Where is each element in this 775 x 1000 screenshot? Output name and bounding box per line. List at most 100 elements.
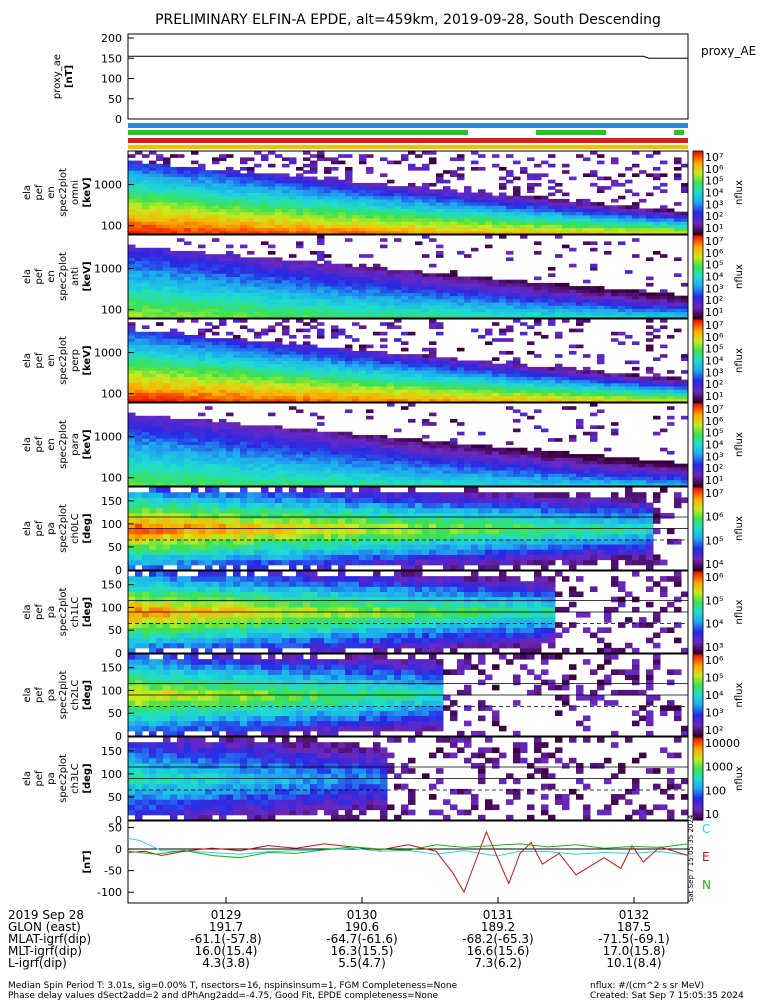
spectrogram-cell bbox=[156, 479, 164, 484]
spectrogram-cell bbox=[415, 363, 423, 368]
spectrogram-cell bbox=[156, 460, 164, 465]
spectrogram-cell bbox=[352, 476, 360, 481]
spectrogram-cell bbox=[394, 395, 402, 400]
spectrogram-cell bbox=[149, 350, 157, 355]
spectrogram-cell bbox=[261, 373, 269, 377]
spectrogram-cell bbox=[198, 208, 206, 213]
spectrogram-cell bbox=[373, 208, 381, 213]
spectrogram-cell bbox=[359, 208, 367, 213]
spectrogram-cell bbox=[198, 311, 206, 316]
spectrogram-cell bbox=[408, 302, 416, 306]
spectrogram-cell bbox=[212, 366, 220, 371]
spectrogram-cell bbox=[198, 344, 206, 349]
spectrogram-cell bbox=[268, 376, 276, 381]
spectrogram-cell bbox=[254, 311, 262, 316]
spectrogram-cell bbox=[247, 221, 255, 225]
spectrogram-cell bbox=[226, 189, 234, 193]
spectrogram-cell bbox=[219, 373, 227, 377]
spectrogram-cell bbox=[163, 218, 171, 222]
spectrogram-cell bbox=[240, 482, 248, 487]
spectrogram-cell bbox=[359, 195, 367, 200]
spectrogram-cell bbox=[324, 431, 332, 436]
spectrogram-cell bbox=[275, 311, 283, 316]
spectrogram-cell bbox=[527, 186, 535, 190]
spectrogram-cell bbox=[436, 254, 444, 258]
spectrogram-cell bbox=[422, 163, 430, 168]
spectrogram-cell bbox=[443, 221, 451, 225]
spectrogram-cell bbox=[345, 357, 353, 361]
spectrogram-cell bbox=[226, 176, 234, 181]
spectrogram-cell bbox=[128, 450, 136, 455]
spectrogram-cell bbox=[387, 354, 395, 358]
spectrogram-cell bbox=[303, 270, 311, 274]
spectrogram-cell bbox=[485, 205, 493, 209]
spectrogram-cell bbox=[324, 170, 332, 174]
spectrogram-cell bbox=[387, 395, 395, 400]
spectrogram-cell bbox=[177, 463, 185, 468]
spectrogram-cell bbox=[268, 208, 276, 213]
spectrogram-cell bbox=[457, 202, 465, 206]
spectrogram-cell bbox=[513, 192, 521, 197]
spectrogram-cell bbox=[156, 205, 164, 209]
spectrogram-cell bbox=[156, 270, 164, 274]
spectrogram-cell bbox=[177, 398, 185, 403]
spectrogram-cell bbox=[660, 308, 668, 313]
spectrogram-cell bbox=[163, 386, 171, 390]
spectrogram-cell bbox=[135, 379, 143, 384]
spectrogram-cell bbox=[464, 370, 472, 374]
spectrogram-cell bbox=[387, 160, 395, 165]
spectrogram-cell bbox=[282, 179, 290, 184]
spectrogram-cell bbox=[625, 373, 633, 377]
spectrogram-cell bbox=[359, 308, 367, 313]
spectrogram-cell bbox=[338, 331, 346, 336]
spectrogram-cell bbox=[261, 395, 269, 400]
spectrogram-cell bbox=[359, 434, 367, 439]
spectrogram-cell bbox=[275, 266, 283, 271]
spectrogram-cell bbox=[618, 308, 626, 313]
spectrogram-cell bbox=[191, 354, 199, 358]
spectrogram-cell bbox=[653, 379, 661, 384]
spectrogram-cell bbox=[212, 273, 220, 277]
colorbar-segment bbox=[693, 171, 703, 175]
spectrogram-cell bbox=[646, 389, 654, 393]
spectrogram-cell bbox=[170, 376, 178, 381]
spectrogram-cell bbox=[394, 454, 402, 458]
spectrogram-cell bbox=[471, 205, 479, 209]
spectrogram-cell bbox=[555, 376, 563, 381]
colorbar-segment bbox=[693, 204, 703, 208]
spectrogram-cell bbox=[485, 308, 493, 313]
spectrogram-cell bbox=[254, 363, 262, 368]
spectrogram-cell bbox=[177, 286, 185, 290]
spectrogram-cell bbox=[219, 260, 227, 265]
spectrogram-cell bbox=[387, 292, 395, 297]
spectrogram-cell bbox=[632, 392, 640, 397]
spectrogram-cell bbox=[324, 302, 332, 306]
spectrogram-cell bbox=[415, 295, 423, 300]
spectrogram-cell bbox=[366, 308, 374, 313]
spectrogram-cell bbox=[387, 470, 395, 474]
spectrogram-cell bbox=[380, 221, 388, 225]
spectrogram-cell bbox=[331, 186, 339, 190]
spectrogram-cell bbox=[485, 370, 493, 374]
spectrogram-cell bbox=[478, 279, 486, 284]
spectrogram-cell bbox=[324, 208, 332, 213]
spectrogram-cell bbox=[268, 244, 276, 249]
spectrogram-cell bbox=[639, 305, 647, 309]
spectrogram-cell bbox=[478, 395, 486, 400]
spectrogram-cell bbox=[254, 176, 262, 181]
spectrogram-cell bbox=[177, 266, 185, 271]
spectrogram-cell bbox=[149, 311, 157, 316]
spectrogram-cell bbox=[142, 170, 150, 174]
spectrogram-cell bbox=[345, 221, 353, 225]
spectrogram-cell bbox=[324, 211, 332, 216]
spectrogram-cell bbox=[275, 205, 283, 209]
spectrogram-cell bbox=[142, 334, 150, 339]
spectrogram-cell bbox=[541, 314, 549, 319]
spectrogram-cell bbox=[170, 431, 178, 436]
spectrogram-cell bbox=[240, 227, 248, 232]
spectrogram-cell bbox=[506, 154, 514, 158]
spectrogram-cell bbox=[275, 173, 283, 178]
spectrogram-cell bbox=[639, 311, 647, 316]
colorbar-segment bbox=[693, 350, 703, 353]
spectrogram-cell bbox=[317, 289, 325, 293]
